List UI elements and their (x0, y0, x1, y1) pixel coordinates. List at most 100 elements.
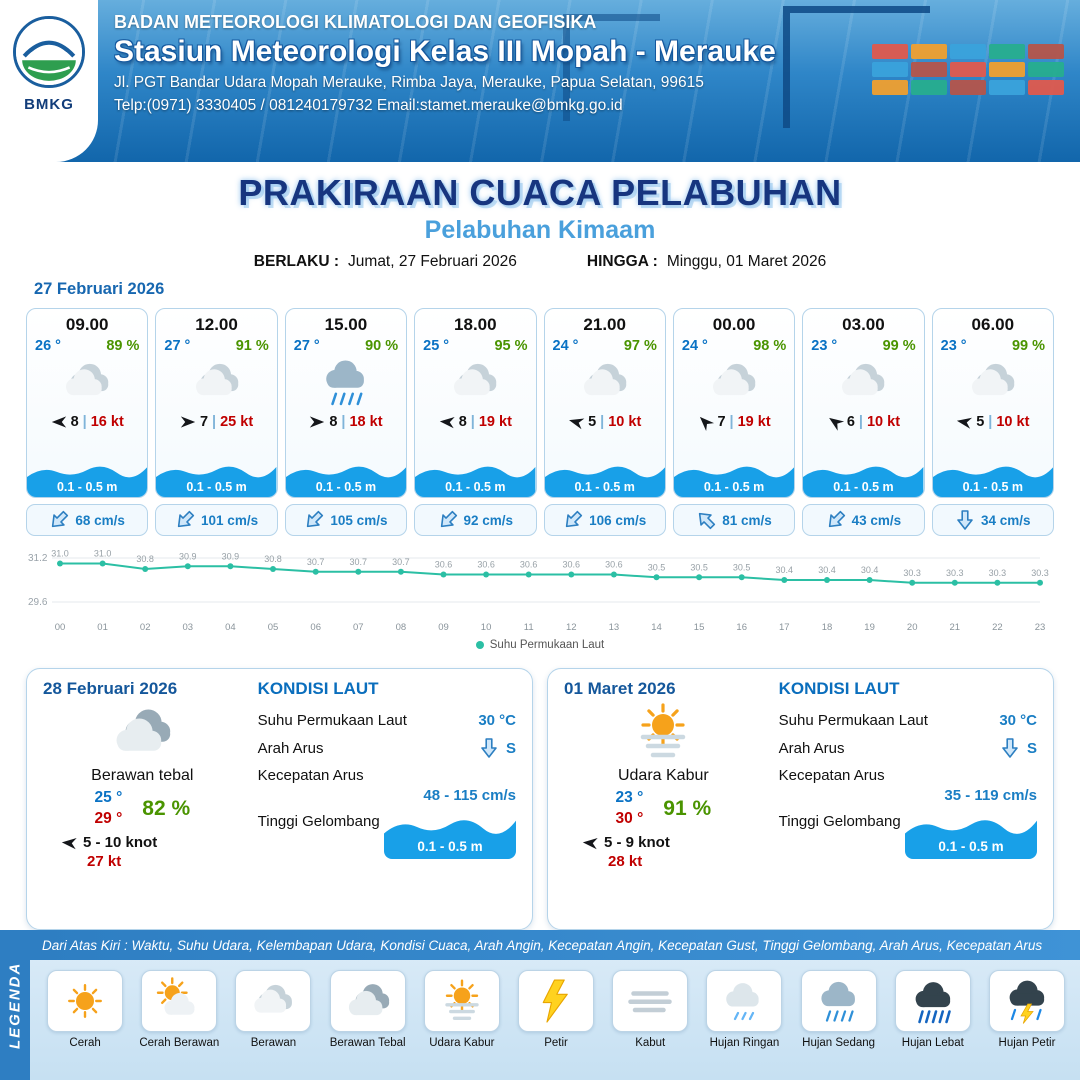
wind-gust: 25 kt (220, 414, 254, 430)
forecast-card-body: 12.00 27 ° 91 % 7 | 25 kt 0.1 - 0.5 m (155, 308, 278, 498)
air-temperature: 24 ° (552, 338, 579, 354)
humidity: 99 % (882, 338, 916, 354)
rain-heavy-icon (894, 970, 971, 1032)
air-temperature: 26 ° (35, 338, 61, 354)
legend-item-label: Cerah Berawan (139, 1037, 220, 1049)
wave-height-band: 0.1 - 0.5 m (673, 461, 795, 497)
daily-wind-gust: 28 kt (608, 853, 643, 870)
current-box: 106 cm/s (543, 504, 666, 536)
air-temperature: 23 ° (811, 338, 838, 354)
svg-text:30.6: 30.6 (520, 560, 538, 570)
title-block: PRAKIRAAN CUACA PELABUHAN Pelabuhan Kima… (0, 162, 1080, 280)
sst-value: 30 °C (478, 712, 516, 729)
legend-item-label: Berawan Tebal (329, 1037, 406, 1049)
header: BMKG BADAN METEOROLOGI KLIMATOLOGI DAN G… (0, 0, 1080, 162)
forecast-card: 00.00 24 ° 98 % 7 | 19 kt 0.1 - 0.5 m (672, 308, 796, 538)
daily-humidity: 91 % (663, 796, 712, 820)
fog-icon (612, 970, 689, 1032)
forecast-card-body: 06.00 23 ° 99 % 5 | 10 kt 0.1 - 0.5 m (931, 308, 1054, 498)
sst-chart-section: 31.2 29.6 31.0 00 31.0 01 30.8 02 30.9 03 30.9 04 30… (0, 538, 1080, 662)
cloud-thick-icon (43, 699, 242, 765)
wind-speed: 7 (199, 414, 209, 430)
legend-footer: LEGENDA Dari Atas Kiri : Waktu, Suhu Uda… (0, 930, 1080, 1080)
legend-item-label: Hujan Petir (998, 1037, 1056, 1049)
wave-height-band: 0.1 - 0.5 m (415, 461, 536, 497)
divider: | (600, 414, 605, 430)
forecast-time: 21.00 (583, 315, 626, 334)
svg-text:30.7: 30.7 (392, 557, 410, 567)
wind-speed: 8 (70, 414, 79, 430)
current-direction-icon (1000, 738, 1020, 758)
svg-text:31.0: 31.0 (94, 549, 112, 559)
wind-row: 7 | 19 kt (674, 410, 794, 434)
wind-direction-icon (439, 414, 455, 430)
svg-text:20: 20 (907, 622, 918, 633)
sea-conditions-title: KONDISI LAUT (778, 679, 900, 698)
page-title: PRAKIRAAN CUACA PELABUHAN (238, 172, 842, 213)
wave-height-band: 0.1 - 0.5 m (285, 461, 407, 497)
svg-text:30.8: 30.8 (136, 554, 154, 564)
svg-text:10: 10 (481, 622, 492, 633)
svg-text:01: 01 (97, 622, 108, 633)
air-temperature: 25 ° (423, 338, 450, 354)
forecast-card: 15.00 27 ° 90 % 8 | 18 kt 0.1 - 0.5 m (284, 308, 408, 538)
svg-text:30.6: 30.6 (477, 560, 495, 570)
daily-wind-gust: 27 kt (87, 853, 122, 870)
legend-items-row: Cerah Cerah Berawan Berawan Berawan Tebal Ud… (30, 960, 1080, 1049)
bmkg-logo-icon (13, 16, 85, 88)
wind-speed: 5 (976, 414, 985, 430)
forecast-card: 21.00 24 ° 97 % 5 | 10 kt 0.1 - 0.5 m (543, 308, 666, 538)
humidity: 90 % (365, 338, 399, 354)
svg-text:31.0: 31.0 (51, 549, 69, 559)
temp-max: 29 ° (94, 810, 123, 827)
current-speed: 105 cm/s (330, 512, 388, 528)
legend-item: Hujan Sedang (794, 970, 884, 1049)
daily-weather-column: 28 Februari 2026 Berawan tebal 25 ° 29 °… (43, 679, 242, 919)
legend-item: Hujan Ringan (699, 970, 789, 1049)
current-direction-value: S (505, 739, 516, 757)
svg-text:02: 02 (140, 622, 151, 633)
air-temperature: 23 ° (940, 338, 967, 354)
svg-text:15: 15 (694, 622, 705, 633)
daily-forecast-row: 28 Februari 2026 Berawan tebal 25 ° 29 °… (0, 662, 1080, 930)
wave-height-value: 0.1 - 0.5 m (417, 839, 483, 854)
wind-direction-icon (180, 414, 196, 430)
daily-temps: 25 ° 29 ° 82 % (43, 789, 242, 828)
svg-text:06: 06 (310, 622, 321, 633)
forecast-card: 12.00 27 ° 91 % 7 | 25 kt 0.1 - 0.5 m (155, 308, 278, 538)
forecast-time: 12.00 (195, 315, 238, 334)
sst-value: 30 °C (999, 712, 1037, 729)
current-speed-value: 35 - 119 cm/s (944, 787, 1037, 804)
valid-until-value: Minggu, 01 Maret 2026 (666, 253, 827, 270)
humidity: 95 % (494, 338, 528, 354)
forecast-time: 09.00 (65, 315, 109, 334)
svg-text:30.4: 30.4 (861, 565, 879, 575)
current-speed-value: 48 - 115 cm/s (423, 787, 516, 804)
legend-item-label: Kabut (635, 1037, 666, 1049)
wave-height-band: 0.1 - 0.5 m (544, 461, 665, 497)
svg-text:30.3: 30.3 (903, 568, 921, 578)
forecast-card-body: 21.00 24 ° 97 % 5 | 10 kt 0.1 - 0.5 m (543, 308, 666, 498)
current-direction-icon (826, 510, 846, 530)
current-direction-label: Arah Arus (778, 739, 845, 757)
current-box: 43 cm/s (802, 504, 925, 536)
current-direction-icon (175, 510, 195, 530)
wind-row: 8 | 16 kt (27, 410, 147, 434)
divider: | (212, 414, 217, 430)
daily-date: 01 Maret 2026 (564, 679, 676, 698)
svg-text:30.9: 30.9 (222, 551, 240, 561)
wave-height-label: Tinggi Gelombang (257, 813, 380, 830)
divider: | (341, 414, 346, 430)
legend-item: Petir (511, 970, 601, 1049)
svg-text:08: 08 (396, 622, 407, 633)
svg-text:14: 14 (651, 622, 662, 633)
svg-text:16: 16 (736, 622, 747, 633)
sun-icon (47, 970, 124, 1032)
valid-until-label: HINGGA : (586, 253, 658, 270)
svg-text:18: 18 (822, 622, 833, 633)
humidity: 97 % (623, 338, 657, 354)
validity-row: BERLAKU : Jumat, 27 Februari 2026 HINGGA… (0, 253, 1080, 271)
cloud-icon (235, 970, 312, 1032)
valid-from-value: Jumat, 27 Februari 2026 (348, 253, 517, 270)
temp-min: 25 ° (94, 789, 123, 806)
